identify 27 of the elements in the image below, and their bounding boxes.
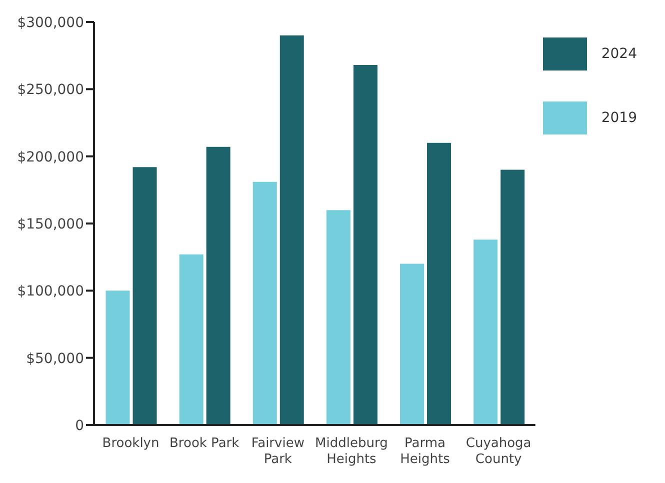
legend-label: 2019 <box>601 110 637 126</box>
bar <box>400 264 424 425</box>
legend-label: 2024 <box>601 46 637 62</box>
x-tick-label: Parma Heights <box>400 436 450 467</box>
x-tick-label: Fairview Park <box>251 436 305 467</box>
bar <box>353 64 378 425</box>
bar <box>132 167 157 425</box>
y-tick-label: $50,000 <box>26 350 84 367</box>
y-tick-label: $150,000 <box>17 216 84 232</box>
x-tick-label: Middleburg Heights <box>315 436 388 467</box>
y-tick-label: $300,000 <box>17 14 84 31</box>
bar <box>500 170 525 425</box>
x-tick-label: Cuyahoga County <box>466 436 532 467</box>
x-tick-label: Brook Park <box>170 436 240 451</box>
y-tick-label: 0 <box>75 418 84 434</box>
bar <box>106 290 130 425</box>
bar <box>326 210 350 425</box>
bar <box>427 142 452 425</box>
y-tick-label: $250,000 <box>17 82 84 98</box>
bar <box>474 240 498 425</box>
x-tick-label: Brooklyn <box>102 436 160 451</box>
bar <box>252 182 277 425</box>
y-tick-label: $200,000 <box>17 149 84 166</box>
bar <box>280 35 304 425</box>
y-tick-label: $100,000 <box>17 284 84 300</box>
bar <box>206 146 230 425</box>
bar <box>179 254 204 425</box>
